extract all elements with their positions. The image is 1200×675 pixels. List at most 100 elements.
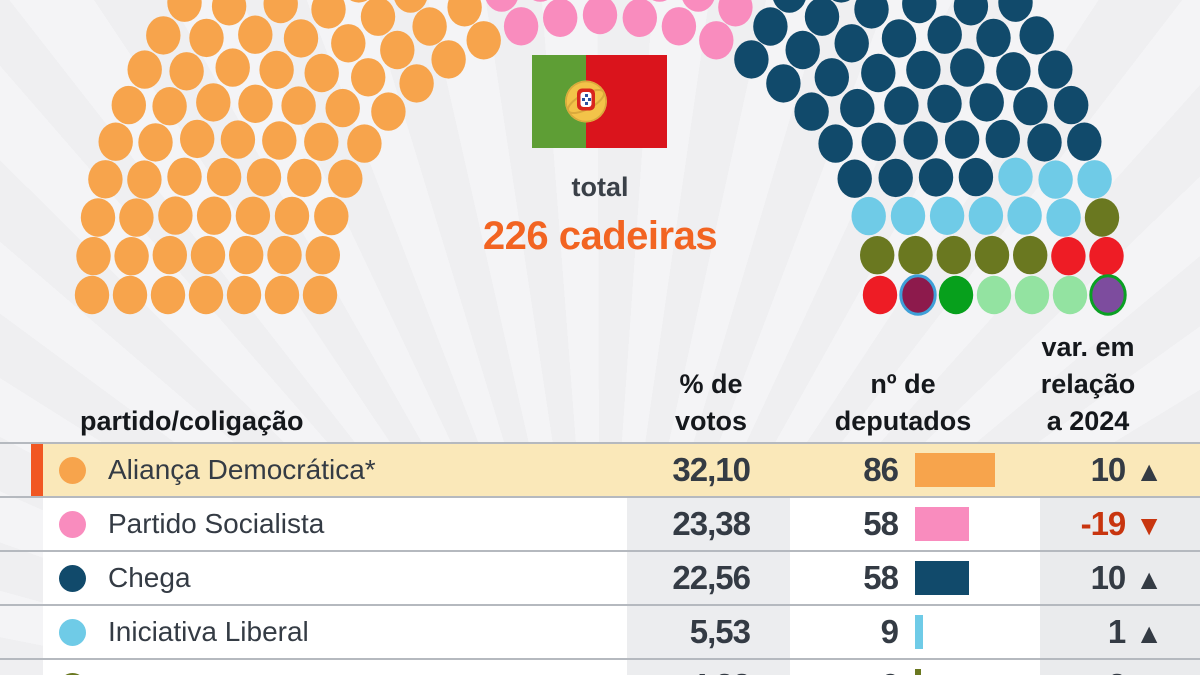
header-party-column: partido/coligação <box>80 406 304 436</box>
change-number: 1 <box>1107 613 1126 650</box>
seat-alian-a-democr-tica <box>380 30 415 70</box>
seat-alian-a-democr-tica <box>399 64 434 103</box>
seat-chega <box>944 120 980 159</box>
seat-bord- <box>899 274 937 316</box>
table-row: Aliança Democrática* 32,10 86 10 ▲ <box>0 442 1200 496</box>
seat-chega <box>804 0 840 36</box>
seat-iniciativa-liberal <box>1007 196 1042 235</box>
seats-bar <box>915 669 921 675</box>
seat-iniciativa-liberal <box>1046 198 1081 237</box>
portugal-flag <box>532 55 667 148</box>
seat-verde-claro <box>1014 275 1050 315</box>
table-row: Iniciativa Liberal 5,53 9 1 ▲ <box>0 604 1200 658</box>
seat-alian-a-democr-tica <box>325 88 360 128</box>
seat-alian-a-democr-tica <box>351 58 386 97</box>
seat-alian-a-democr-tica <box>98 122 133 161</box>
seat-alian-a-democr-tica <box>211 0 247 26</box>
change-value: 1 ▲ <box>1040 606 1163 658</box>
seat-chega <box>832 0 850 3</box>
seat-alian-a-democr-tica <box>235 196 271 235</box>
seat-alian-a-democr-tica <box>114 237 149 276</box>
change-value: 10 ▲ <box>1040 444 1163 496</box>
seat-chega <box>878 158 913 198</box>
seat-verde-claro <box>976 275 1012 315</box>
seat-chega <box>834 24 869 63</box>
seat-alian-a-democr-tica <box>350 0 368 3</box>
votes-cell-background <box>627 552 790 604</box>
party-name: Chega <box>108 562 191 593</box>
seat-alian-a-democr-tica <box>311 0 346 29</box>
seat-alian-a-democr-tica <box>238 84 273 124</box>
seat-partido-socialista <box>718 0 753 27</box>
seat-alian-a-democr-tica <box>158 196 193 235</box>
seat-alian-a-democr-tica <box>431 40 466 79</box>
seat-alian-a-democr-tica <box>305 236 340 275</box>
seat-alian-a-democr-tica <box>138 123 173 162</box>
seat-iniciativa-liberal <box>1038 160 1073 199</box>
total-seats-value: 226 cadeiras <box>482 214 718 258</box>
seat-chega <box>985 119 1020 159</box>
seat-alian-a-democr-tica <box>150 275 186 315</box>
seat-partido-socialista <box>661 7 697 46</box>
seat-chega <box>1027 123 1062 162</box>
votes-percent: 22,56 <box>672 559 751 596</box>
table-row: Chega 22,56 58 10 ▲ <box>0 550 1200 604</box>
seat-alian-a-democr-tica <box>274 196 310 236</box>
seat-alian-a-democr-tica <box>111 85 146 125</box>
armillary-sphere-emblem <box>565 80 607 123</box>
seat-iniciativa-liberal <box>929 196 965 235</box>
highlight-background <box>43 444 1200 496</box>
change-value: 2▲ <box>1040 660 1163 675</box>
seat-alian-a-democr-tica <box>263 0 298 24</box>
seat-alian-a-democr-tica <box>262 121 297 160</box>
seat-alian-a-democr-tica <box>206 157 242 197</box>
arrow-up-icon: ▲ <box>1135 618 1163 649</box>
seat-chega <box>953 0 989 26</box>
seat-chega <box>1038 50 1073 89</box>
seat-chega <box>794 92 829 131</box>
seat-partido-socialista <box>503 7 539 46</box>
change-number: 10 <box>1090 559 1127 596</box>
arrow-up-icon: ▲ <box>1135 564 1163 595</box>
seat-alian-a-democr-tica <box>259 50 294 90</box>
seat-vermelho <box>862 275 898 315</box>
highlight-accent-bar <box>31 444 43 496</box>
seat-livre <box>936 235 971 275</box>
arrow-down-icon: ▼ <box>1135 510 1163 541</box>
seat-verde-claro <box>1052 275 1088 315</box>
seats-bar <box>915 561 969 595</box>
change-value: 10 ▲ <box>1040 552 1163 604</box>
seat-alian-a-democr-tica <box>127 160 162 199</box>
parliament-seat-chart <box>74 0 1127 316</box>
party-name: Livre <box>108 660 169 675</box>
seat-chega <box>861 122 896 161</box>
party-name: Iniciativa Liberal <box>108 616 309 647</box>
seat-alian-a-democr-tica <box>146 16 181 55</box>
seat-iniciativa-liberal <box>968 196 1004 235</box>
seat-alian-a-democr-tica <box>283 19 319 58</box>
seat-chega <box>1054 85 1089 125</box>
party-name: Aliança Democrática* <box>108 454 376 485</box>
seat-chega <box>969 83 1004 122</box>
seat-alian-a-democr-tica <box>314 196 349 236</box>
votes-cell-background <box>627 498 790 550</box>
seat-alian-a-democr-tica <box>246 158 282 197</box>
seat-verde <box>938 275 974 315</box>
seat-alian-a-democr-tica <box>302 275 338 315</box>
seat-alian-a-democr-tica <box>88 160 123 199</box>
party-color-dot <box>59 511 86 538</box>
seat-alian-a-democr-tica <box>447 0 482 27</box>
seat-alian-a-democr-tica <box>394 0 427 13</box>
seat-partido-socialista <box>582 0 618 35</box>
party-color-dot <box>59 673 86 675</box>
seat-alian-a-democr-tica <box>347 124 382 163</box>
variation-cell-background <box>1040 606 1200 658</box>
seat-chega <box>734 40 769 79</box>
seat-alian-a-democr-tica <box>188 275 224 315</box>
seat-iniciativa-liberal <box>890 196 926 236</box>
seat-alian-a-democr-tica <box>229 235 264 275</box>
seat-alian-a-democr-tica <box>167 157 202 196</box>
deputies-cell-background <box>790 660 1040 675</box>
seat-alian-a-democr-tica <box>167 0 202 22</box>
header-votes-column: % de votos <box>674 369 747 436</box>
